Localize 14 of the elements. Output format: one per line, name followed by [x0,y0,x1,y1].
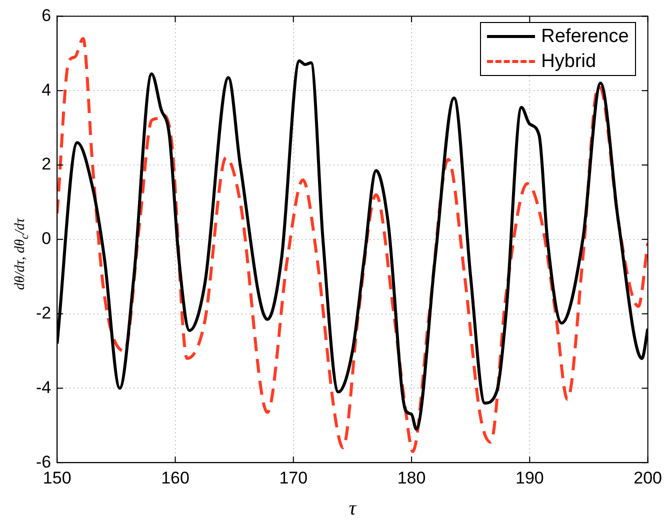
x-tick-label: 190 [515,468,544,488]
y-tick-label: 4 [42,80,52,100]
legend-label: Reference [541,26,629,48]
y-tick-label: 6 [42,6,52,25]
x-tick-label: 170 [279,468,308,488]
y-tick-label: -4 [36,378,52,397]
y-tick-label: 0 [42,229,52,248]
x-tick-label: 200 [634,468,662,488]
y-tick-label: 2 [42,154,52,174]
x-tick-label: 180 [397,468,426,488]
legend-label: Hybrid [541,50,596,73]
y-tick-label: -2 [36,303,52,322]
x-tick-label: 160 [161,468,190,488]
x-axis-title: τ [348,497,357,520]
